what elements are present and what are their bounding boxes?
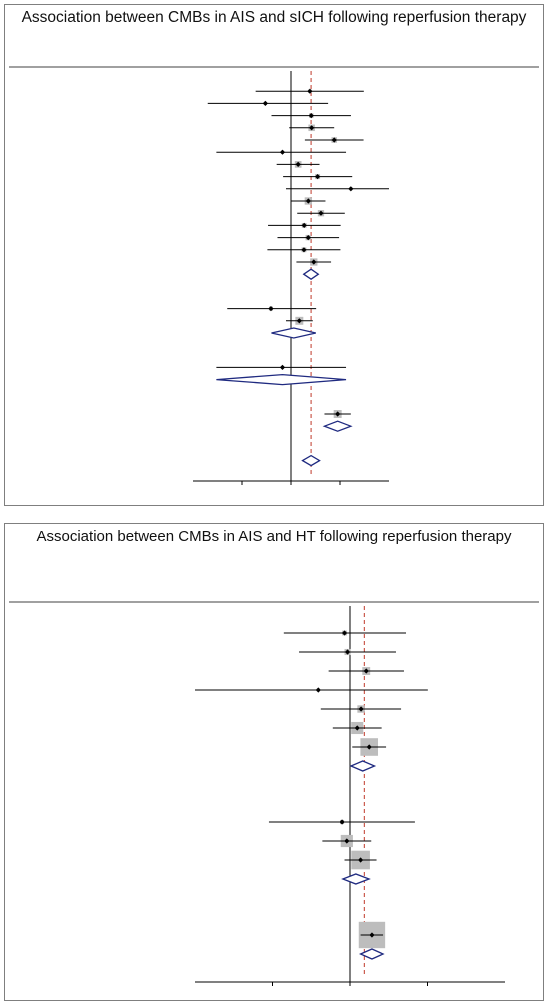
study-point-estimate: [331, 137, 337, 143]
subgroup-diamond: [271, 327, 316, 339]
study-point-estimate: [344, 838, 350, 844]
overall-diamond: [301, 454, 321, 467]
study-point-estimate: [314, 174, 321, 180]
study-point-estimate: [315, 687, 321, 693]
study-point-estimate: [358, 706, 364, 712]
study-point-estimate: [339, 819, 345, 825]
study-point-estimate: [268, 306, 274, 312]
subgroup-diamond: [358, 948, 385, 960]
study-point-estimate: [354, 725, 360, 731]
subgroup-diamond: [302, 268, 320, 280]
forest-plot-b: [9, 601, 539, 986]
study-point-estimate: [296, 318, 302, 324]
study-point-estimate: [348, 186, 354, 192]
subgroup-diamond: [216, 373, 347, 386]
study-point-estimate: [301, 222, 307, 228]
study-point-estimate: [279, 364, 286, 370]
study-point-estimate: [318, 210, 324, 216]
study-point-estimate: [301, 247, 307, 253]
panel-b-title: Association between CMBs in AIS and HT f…: [36, 528, 512, 545]
panel-a-title: Association between CMBs in AIS and sICH…: [21, 9, 527, 26]
study-point-estimate: [262, 100, 268, 106]
study-point-estimate: [341, 630, 348, 636]
forest-panel-a: Association between CMBs in AIS and sICH…: [4, 4, 544, 506]
forest-plot-a: [9, 66, 539, 485]
study-point-estimate: [307, 88, 313, 94]
study-point-estimate: [305, 235, 311, 241]
study-point-estimate: [335, 411, 341, 417]
study-point-estimate: [309, 125, 315, 131]
study-point-estimate: [357, 857, 364, 863]
subgroup-diamond: [322, 420, 353, 432]
study-point-estimate: [295, 161, 301, 167]
study-point-estimate: [366, 744, 372, 750]
study-point-estimate: [369, 932, 375, 938]
forest-panel-b: Association between CMBs in AIS and HT f…: [4, 523, 544, 1001]
subgroup-diamond: [349, 760, 377, 772]
study-point-estimate: [363, 668, 369, 674]
study-point-estimate: [279, 149, 286, 155]
study-point-estimate: [311, 259, 317, 265]
study-point-estimate: [305, 198, 311, 204]
study-point-estimate: [308, 113, 314, 119]
study-point-estimate: [344, 649, 351, 655]
subgroup-diamond: [341, 873, 371, 885]
